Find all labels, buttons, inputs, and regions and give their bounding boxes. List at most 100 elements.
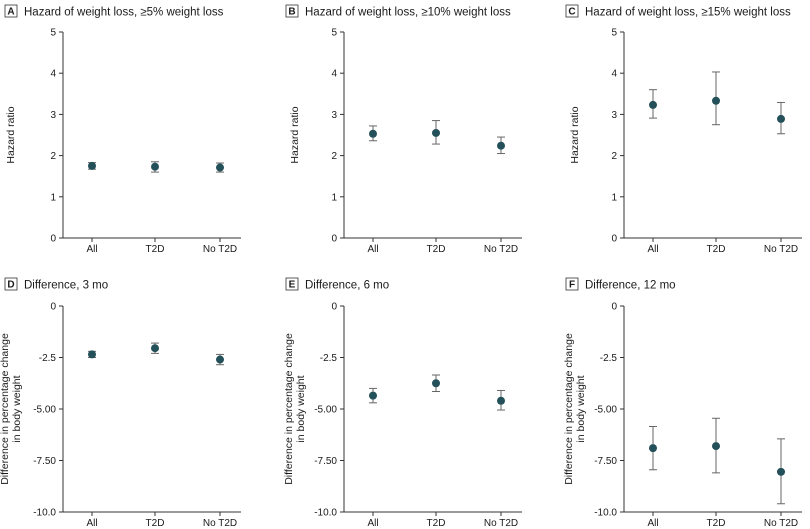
- panel-a: A Hazard of weight loss, ≥5% weight loss 0…: [4, 4, 241, 255]
- panel-d-x-tick-label: No T2D: [203, 518, 237, 529]
- panel-a-title: Hazard of weight loss, ≥5% weight loss: [24, 7, 224, 19]
- panel-b-y-tick-label: 0: [331, 234, 337, 245]
- panel-b-x-tick-label: All: [367, 244, 378, 255]
- panel-c-y-tick-label: 4: [611, 69, 617, 80]
- panel-f-y-label: Difference in percentage changein body w…: [563, 333, 587, 485]
- panel-a-y-tick-label: 0: [50, 234, 56, 245]
- panel-a-x-tick-label: T2D: [146, 244, 165, 255]
- panel-f-y-tick-label: -10.0: [594, 508, 617, 519]
- panel-e-y-tick-label: -5.00: [314, 405, 337, 416]
- panel-c-point-no-t2d: [777, 114, 785, 123]
- panel-d-x-tick-label: All: [86, 518, 97, 529]
- panel-b-point-t2d: [432, 128, 440, 137]
- panel-d-y-tick-label: -5.00: [33, 405, 56, 416]
- panel-f-point-t2d: [712, 442, 720, 451]
- panel-e-y-tick-label: -7.50: [314, 456, 337, 467]
- panel-e-point-all: [369, 391, 377, 400]
- panel-d-point-all: [88, 350, 96, 359]
- panel-e-letter: E: [289, 280, 296, 291]
- panel-a-y-tick-label: 1: [50, 192, 56, 203]
- panel-e-y-label: Difference in percentage changein body w…: [283, 333, 307, 485]
- panel-d-point-no-t2d: [216, 355, 224, 364]
- panel-b-x-tick-label: No T2D: [484, 244, 518, 255]
- panel-e: E Difference, 6 mo 0 -2.5 -5.00 -7.50 -10.0 Dif…: [283, 277, 522, 529]
- panel-c-point-t2d: [712, 96, 720, 105]
- panel-e-x-tick-label: T2D: [427, 518, 446, 529]
- panel-f-y-tick-label: -7.50: [594, 456, 617, 467]
- panel-b: B Hazard of weight loss, ≥10% weight loss…: [285, 4, 522, 255]
- panel-f: F Difference, 12 mo 0 -2.5 -5.00 -7.50 -10.0 Di…: [563, 277, 802, 529]
- panel-e-title: Difference, 6 mo: [305, 280, 389, 292]
- panel-c-letter: C: [568, 7, 575, 18]
- panel-b-y-tick-label: 4: [331, 69, 337, 80]
- panel-c-x-tick-label: No T2D: [764, 244, 798, 255]
- panel-d-letter: D: [7, 280, 14, 291]
- panel-d-title: Difference, 3 mo: [24, 280, 108, 292]
- panel-f-y-tick-label: -5.00: [594, 405, 617, 416]
- panel-d-y-tick-label: -2.5: [39, 353, 57, 364]
- panel-b-letter: B: [288, 7, 295, 18]
- panel-f-point-all: [649, 444, 657, 453]
- panel-a-point-all: [88, 161, 96, 170]
- panel-f-point-no-t2d: [777, 467, 785, 476]
- panel-c-point-all: [649, 100, 657, 109]
- panel-d-y-label: Difference in percentage changein body w…: [0, 333, 23, 485]
- panel-d-point-t2d: [151, 344, 159, 353]
- panel-f-letter-box: [565, 277, 579, 291]
- panel-d: D Difference, 3 mo 0 -2.5 -5.00 -7.50 -10.0 Dif…: [0, 277, 241, 529]
- panel-f-x-tick-label: All: [647, 518, 658, 529]
- panel-e-letter-box: [285, 277, 299, 291]
- panel-d-y-tick-label: 0: [50, 302, 56, 313]
- panel-a-letter-box: [4, 4, 18, 18]
- panel-d-y-tick-label: -7.50: [33, 456, 56, 467]
- panel-a-y-tick-label: 5: [50, 28, 56, 39]
- panel-c-y-tick-label: 5: [611, 28, 617, 39]
- panel-c-y-tick-label: 0: [611, 234, 617, 245]
- panel-b-y-tick-label: 5: [331, 28, 337, 39]
- panel-a-y-tick-label: 3: [50, 110, 56, 121]
- panel-a-letter: A: [7, 7, 14, 18]
- panel-e-x-tick-label: All: [367, 518, 378, 529]
- panel-a-x-tick-label: No T2D: [203, 244, 237, 255]
- panel-c-y-tick-label: 3: [611, 110, 617, 121]
- panel-a-x-tick-label: All: [86, 244, 97, 255]
- panel-a-y-tick-label: 4: [50, 69, 56, 80]
- panel-b-y-tick-label: 1: [331, 192, 337, 203]
- panel-a-y-label: Hazard ratio: [5, 106, 17, 163]
- panel-a-point-no-t2d: [216, 163, 224, 172]
- panel-c-y-tick-label: 1: [611, 192, 617, 203]
- panel-f-y-tick-label: 0: [611, 302, 617, 313]
- panel-b-x-tick-label: T2D: [427, 244, 446, 255]
- panel-c-y-label: Hazard ratio: [569, 106, 581, 163]
- panel-a-point-t2d: [151, 162, 159, 171]
- panel-e-point-t2d: [432, 379, 440, 388]
- panel-e-y-tick-label: 0: [331, 302, 337, 313]
- panel-c-x-tick-label: T2D: [707, 244, 726, 255]
- panel-b-y-label: Hazard ratio: [289, 106, 301, 163]
- panel-f-x-tick-label: T2D: [707, 518, 726, 529]
- panel-a-y-tick-label: 2: [50, 151, 56, 162]
- panel-b-y-tick-label: 2: [331, 151, 337, 162]
- panel-f-letter: F: [569, 280, 575, 291]
- panel-c-y-tick-label: 2: [611, 151, 617, 162]
- panel-d-letter-box: [4, 277, 18, 291]
- panel-f-y-tick-label: -2.5: [600, 353, 618, 364]
- panel-e-y-tick-label: -10.0: [314, 508, 337, 519]
- panel-b-y-tick-label: 3: [331, 110, 337, 121]
- panel-b-letter-box: [285, 4, 299, 18]
- panel-d-x-tick-label: T2D: [146, 518, 165, 529]
- panel-e-y-tick-label: -2.5: [320, 353, 338, 364]
- panel-e-point-no-t2d: [497, 396, 505, 405]
- panel-c-x-tick-label: All: [647, 244, 658, 255]
- panel-c: C Hazard of weight loss, ≥15% weight loss…: [565, 4, 802, 255]
- panel-e-x-tick-label: No T2D: [484, 518, 518, 529]
- panel-f-title: Difference, 12 mo: [585, 280, 676, 292]
- panel-b-title: Hazard of weight loss, ≥10% weight loss: [305, 7, 511, 19]
- panel-b-point-no-t2d: [497, 141, 505, 150]
- panel-b-point-all: [369, 129, 377, 138]
- panel-c-letter-box: [565, 4, 579, 18]
- panel-d-y-tick-label: -10.0: [33, 508, 56, 519]
- panel-c-title: Hazard of weight loss, ≥15% weight loss: [585, 7, 791, 19]
- panel-f-x-tick-label: No T2D: [764, 518, 798, 529]
